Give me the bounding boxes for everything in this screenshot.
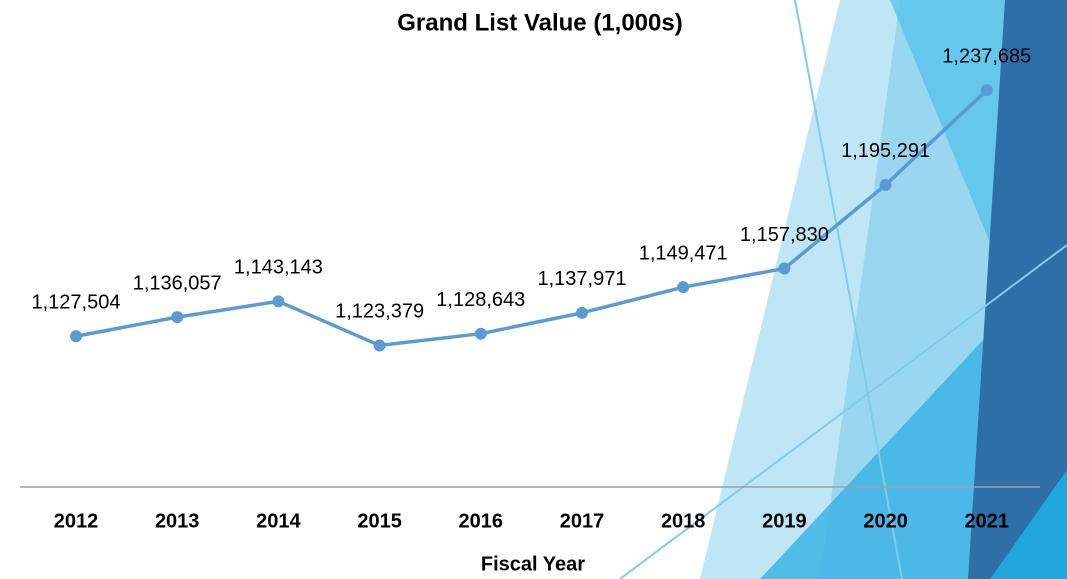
x-tick-label: 2016 — [459, 510, 504, 532]
data-label: 1,123,379 — [335, 301, 424, 323]
data-label: 1,143,143 — [234, 257, 323, 279]
x-tick-label: 2020 — [863, 510, 908, 532]
deco-shape — [990, 470, 1067, 579]
data-label: 1,136,057 — [133, 272, 222, 294]
x-tick-label: 2018 — [661, 510, 706, 532]
data-point — [980, 84, 993, 97]
data-line — [75, 88, 988, 348]
x-tick-label: 2021 — [965, 510, 1010, 532]
data-label: 1,149,471 — [639, 242, 728, 264]
x-axis-title: Fiscal Year — [481, 553, 585, 575]
data-point — [373, 339, 386, 352]
data-label: 1,127,504 — [32, 292, 121, 314]
data-point — [778, 262, 791, 275]
deco-line — [619, 244, 1067, 579]
background-decoration — [619, 0, 1067, 579]
x-tick-label: 2012 — [54, 510, 99, 532]
data-label: 1,195,291 — [841, 140, 930, 162]
x-tick-label: 2013 — [155, 510, 200, 532]
chart-title: Grand List Value (1,000s) — [397, 9, 682, 36]
x-tick-label: 2015 — [357, 510, 402, 532]
data-label: 1,128,643 — [436, 289, 525, 311]
deco-shape — [968, 0, 1067, 579]
x-tick-label: 2017 — [560, 510, 605, 532]
data-label: 1,237,685 — [942, 45, 1031, 67]
data-point — [576, 306, 588, 319]
data-point — [677, 281, 690, 294]
data-point — [70, 330, 82, 343]
deco-line — [794, 0, 903, 579]
data-point — [171, 311, 184, 324]
data-point — [272, 295, 285, 308]
data-label: 1,157,830 — [740, 224, 829, 246]
x-tick-label: 2019 — [762, 510, 807, 532]
data-label: 1,137,971 — [538, 268, 627, 290]
data-point — [474, 327, 487, 340]
x-tick-label: 2014 — [256, 510, 301, 532]
data-point — [879, 178, 892, 191]
